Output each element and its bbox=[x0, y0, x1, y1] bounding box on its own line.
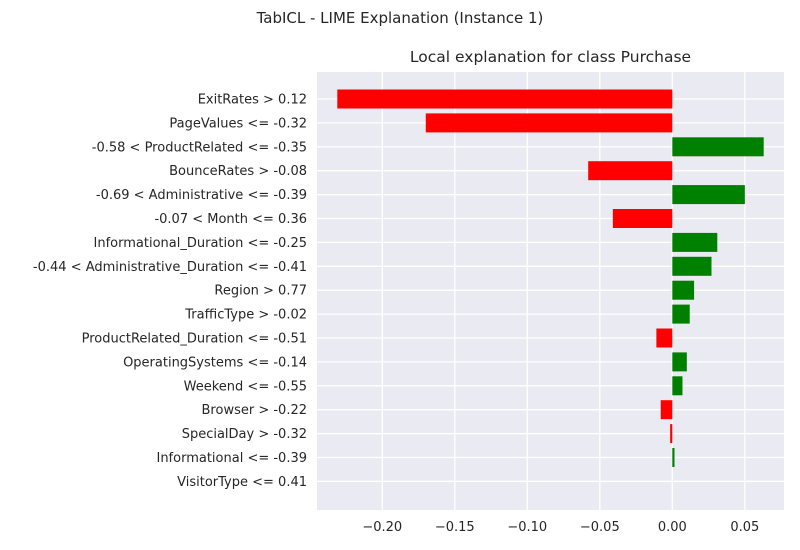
bar bbox=[672, 352, 687, 372]
chart-title: Local explanation for class Purchase bbox=[410, 48, 691, 66]
y-tick-label: -0.58 < ProductRelated <= -0.35 bbox=[92, 140, 307, 155]
x-tick-label: 0.00 bbox=[658, 520, 687, 535]
x-tick-label: −0.05 bbox=[580, 520, 620, 535]
bar bbox=[672, 137, 764, 157]
y-tick-label: ExitRates > 0.12 bbox=[198, 93, 307, 108]
y-tick-label: OperatingSystems <= -0.14 bbox=[123, 355, 307, 370]
y-tick-label: TrafficType > -0.02 bbox=[184, 308, 307, 323]
y-tick-label: Informational <= -0.39 bbox=[156, 451, 307, 466]
y-tick-label: Region > 0.77 bbox=[214, 284, 307, 299]
y-tick-label: Browser > -0.22 bbox=[202, 403, 307, 418]
y-tick-label: Weekend <= -0.55 bbox=[184, 379, 307, 394]
bar bbox=[660, 400, 673, 420]
y-tick-label: VisitorType <= 0.41 bbox=[177, 475, 307, 490]
y-tick-label: -0.69 < Administrative <= -0.39 bbox=[96, 188, 307, 203]
y-tick-labels: ExitRates > 0.12 PageValues <= -0.32 -0.58… bbox=[33, 93, 307, 490]
x-tick-label: −0.10 bbox=[507, 520, 547, 535]
bar bbox=[672, 376, 683, 396]
bars bbox=[337, 89, 764, 467]
x-tick-label: 0.05 bbox=[730, 520, 759, 535]
y-tick-label: ProductRelated_Duration <= -0.51 bbox=[82, 332, 307, 347]
bar bbox=[612, 209, 673, 228]
x-tick-label: −0.15 bbox=[435, 520, 475, 535]
bar bbox=[656, 328, 673, 348]
figure-suptitle: TabICL - LIME Explanation (Instance 1) bbox=[256, 9, 544, 27]
bar bbox=[425, 113, 673, 133]
bar bbox=[672, 304, 690, 324]
bar bbox=[672, 448, 675, 467]
y-tick-label: BounceRates > -0.08 bbox=[169, 164, 307, 179]
y-tick-label: PageValues <= -0.32 bbox=[169, 116, 307, 131]
y-tick-label: SpecialDay > -0.32 bbox=[182, 427, 307, 442]
bar bbox=[337, 89, 673, 109]
x-tick-label: −0.20 bbox=[362, 520, 402, 535]
y-tick-label: -0.07 < Month <= 0.36 bbox=[154, 212, 307, 227]
bar bbox=[672, 185, 745, 205]
y-tick-label: Informational_Duration <= -0.25 bbox=[94, 236, 307, 251]
bar bbox=[672, 256, 712, 276]
x-tick-labels: −0.20 −0.15 −0.10 −0.05 0.00 0.05 bbox=[362, 520, 759, 535]
y-tick-label: -0.44 < Administrative_Duration <= -0.41 bbox=[33, 260, 307, 275]
bar bbox=[670, 424, 673, 444]
bar bbox=[672, 280, 695, 300]
bar bbox=[672, 232, 718, 252]
bar bbox=[588, 161, 673, 181]
